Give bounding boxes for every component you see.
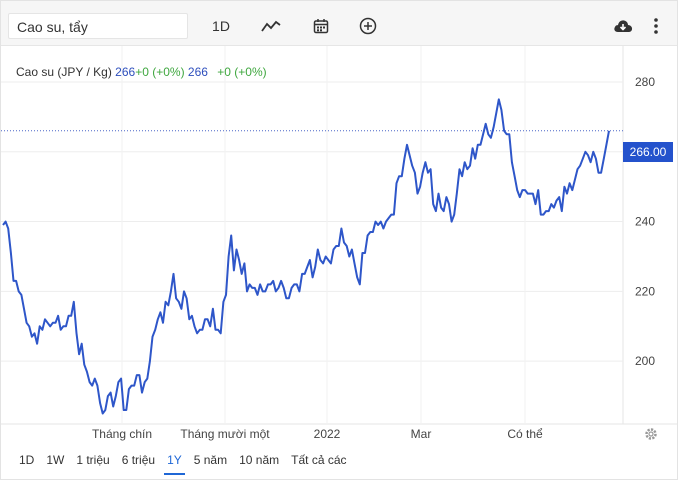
y-tick-label: 240 — [635, 215, 655, 229]
x-tick-label: Có thể — [507, 427, 543, 441]
interval-button[interactable]: 1D — [212, 18, 230, 34]
x-tick-label: 2022 — [314, 427, 341, 441]
y-tick-label: 200 — [635, 354, 655, 368]
more-vertical-icon[interactable] — [641, 13, 671, 39]
range-button[interactable]: 1 triệu — [76, 453, 110, 467]
range-button[interactable]: Tất cả các — [291, 453, 347, 467]
last-price-tag: 266.00 — [623, 142, 673, 162]
y-tick-label: 220 — [635, 284, 655, 298]
search-input[interactable]: Cao su, tẩy — [8, 13, 188, 39]
chart-widget: Cao su, tẩy 1D 200220240260280Tháng chín… — [0, 0, 678, 480]
legend-change-secondary: +0 (+0%) — [217, 65, 267, 79]
y-tick-label: 280 — [635, 75, 655, 89]
add-circle-icon[interactable] — [353, 13, 383, 39]
cloud-download-icon[interactable] — [608, 13, 638, 39]
range-button[interactable]: 6 triệu — [121, 453, 156, 467]
line-chart-icon[interactable] — [256, 13, 286, 39]
x-tick-label: Mar — [411, 427, 432, 441]
chart-legend: Cao su (JPY / Kg) 266+0 (+0%) 266 +0 (+0… — [16, 65, 267, 79]
legend-change: +0 (+0%) — [135, 65, 185, 79]
calendar-icon[interactable] — [306, 13, 336, 39]
range-button[interactable]: 1Y — [161, 449, 188, 475]
settings-gear-icon[interactable] — [645, 428, 657, 440]
legend-name: Cao su (JPY / Kg) — [16, 65, 112, 79]
toolbar: Cao su, tẩy 1D — [1, 1, 677, 46]
range-button[interactable]: 1W — [46, 453, 65, 467]
range-button[interactable]: 5 năm — [193, 453, 228, 467]
legend-value: 266 — [115, 65, 136, 79]
range-button[interactable]: 1D — [19, 453, 35, 467]
range-button[interactable]: 10 năm — [239, 453, 280, 467]
price-series-line — [2, 98, 610, 415]
range-selector: 1D 1W 1 triệu 6 triệu 1Y 5 năm 10 năm Tất cả cá… — [1, 447, 353, 475]
legend-value-secondary: 266 — [187, 65, 208, 79]
x-tick-label: Tháng chín — [92, 427, 152, 441]
x-tick-label: Tháng mười một — [180, 427, 270, 441]
